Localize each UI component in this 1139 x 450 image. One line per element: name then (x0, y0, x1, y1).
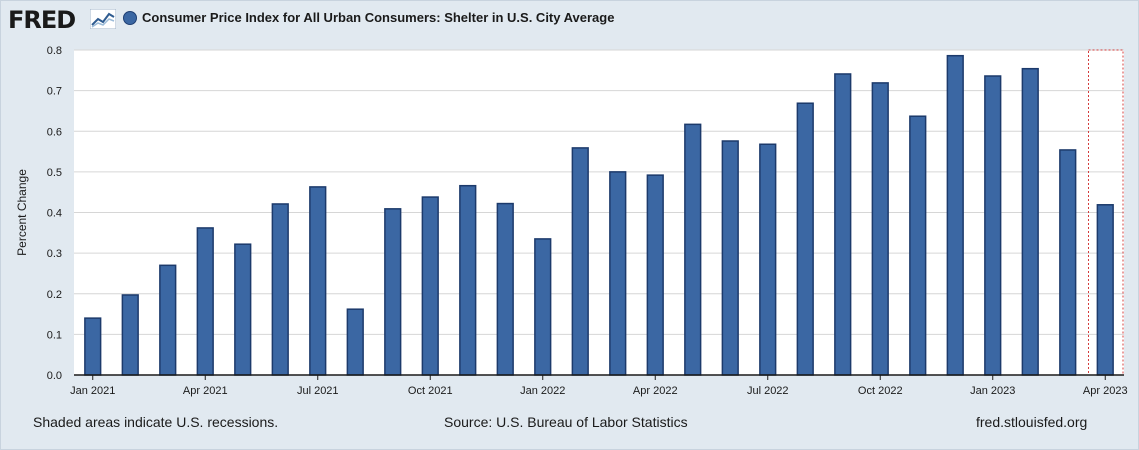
bar[interactable] (1021, 67, 1039, 376)
bar[interactable] (1059, 149, 1077, 376)
y-tick-label: 0.0 (47, 370, 62, 382)
site-link[interactable]: fred.stlouisfed.org (976, 414, 1088, 430)
bar[interactable] (496, 202, 514, 376)
bar[interactable] (1096, 204, 1114, 376)
x-tick-label: Apr 2021 (183, 385, 228, 397)
bar[interactable] (121, 294, 139, 376)
bar[interactable] (384, 208, 402, 376)
bar-chart: 0.0 0.1 0.2 0.3 0.4 0.5 0.6 0.7 0.8 Jan 2021 Apr … (15, 45, 1128, 397)
x-tick-label: Oct 2022 (858, 385, 903, 397)
bar[interactable] (309, 186, 327, 376)
x-tick-label: Jul 2022 (747, 385, 789, 397)
y-tick-label: 0.7 (47, 86, 62, 98)
bar[interactable] (459, 184, 477, 376)
bar[interactable] (534, 238, 552, 376)
y-tick-label: 0.6 (47, 126, 62, 138)
y-tick-label: 0.3 (47, 248, 62, 260)
fred-logo-graph-icon (90, 9, 116, 29)
bar[interactable] (196, 227, 214, 376)
bar[interactable] (346, 308, 364, 376)
x-tick-label: Apr 2023 (1083, 385, 1128, 397)
bar[interactable] (871, 82, 889, 376)
bar[interactable] (946, 54, 964, 376)
bar[interactable] (796, 102, 814, 376)
chart-header: FRED Consumer Price Index for All Urban … (0, 0, 1139, 38)
x-axis-ticks: Jan 2021 Apr 2021 Jul 2021 Oct 2021 Jan 2022… (70, 375, 1128, 397)
y-tick-label: 0.4 (47, 208, 62, 220)
bar[interactable] (759, 143, 777, 376)
y-tick-label: 0.5 (47, 167, 62, 179)
y-tick-label: 0.2 (47, 289, 62, 301)
x-tick-label: Jan 2022 (520, 385, 565, 397)
bar[interactable] (84, 317, 102, 376)
bar[interactable] (159, 264, 177, 376)
bar[interactable] (609, 171, 627, 376)
x-tick-label: Jan 2023 (970, 385, 1015, 397)
bar[interactable] (234, 243, 252, 376)
bar[interactable] (421, 196, 439, 376)
y-axis-ticks: 0.0 0.1 0.2 0.3 0.4 0.5 0.6 0.7 0.8 (47, 45, 62, 382)
x-tick-label: Apr 2022 (633, 385, 678, 397)
source-note: Source: U.S. Bureau of Labor Statistics (444, 414, 688, 430)
x-tick-label: Oct 2021 (408, 385, 453, 397)
y-tick-label: 0.8 (47, 45, 62, 57)
legend-label: Consumer Price Index for All Urban Consu… (142, 10, 615, 25)
legend-marker (123, 11, 137, 25)
bar[interactable] (834, 73, 852, 376)
bar[interactable] (271, 203, 289, 376)
bar[interactable] (984, 75, 1002, 376)
fred-logo[interactable]: FRED (8, 6, 76, 34)
bar[interactable] (721, 140, 739, 376)
bar[interactable] (684, 123, 702, 376)
x-tick-label: Jul 2021 (297, 385, 339, 397)
y-axis-label: Percent Change (15, 169, 29, 256)
bars (84, 54, 1114, 376)
bar[interactable] (909, 115, 927, 376)
y-tick-label: 0.1 (47, 329, 62, 341)
bar[interactable] (646, 174, 664, 376)
bar[interactable] (571, 147, 589, 376)
x-tick-label: Jan 2021 (70, 385, 115, 397)
recession-note: Shaded areas indicate U.S. recessions. (33, 414, 279, 430)
